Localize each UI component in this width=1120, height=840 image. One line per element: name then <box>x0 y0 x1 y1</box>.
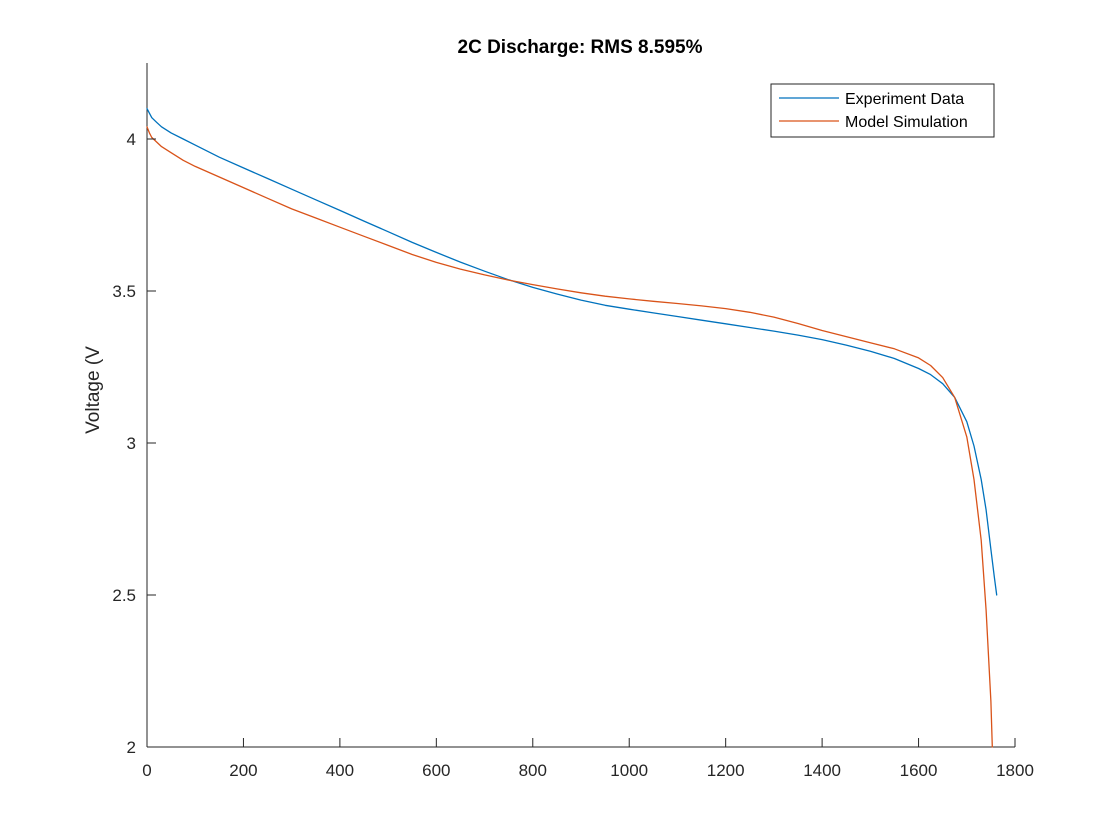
legend-box <box>770 83 995 138</box>
ticks-layer: 0 200 400 600 800 1000 1200 1400 1600 1800 2 2.5 3 3.… <box>112 130 1034 780</box>
x-tick-label: 1800 <box>996 761 1034 780</box>
legend-label-2: Model Simulation <box>845 114 968 131</box>
x-tick-label: 0 <box>142 761 151 780</box>
x-tick-label: 600 <box>422 761 450 780</box>
y-tick-label: 2.5 <box>112 586 136 605</box>
chart-title: 2C Discharge: RMS 8.595% <box>458 37 703 58</box>
y-tick-label: 3 <box>127 434 136 453</box>
x-tick-label: 1400 <box>803 761 841 780</box>
x-tick-label: 200 <box>229 761 257 780</box>
series-line-2 <box>146 126 993 748</box>
legend: Experiment Data Model Simulation <box>770 83 995 138</box>
y-tick-label: 3.5 <box>112 282 136 301</box>
x-tick-label: 800 <box>519 761 547 780</box>
series-line-1 <box>146 107 998 596</box>
y-tick-label: 4 <box>127 130 136 149</box>
y-tick-label: 2 <box>127 738 136 757</box>
x-tick-label: 400 <box>326 761 354 780</box>
x-tick-label: 1600 <box>900 761 938 780</box>
x-tick-label: 1000 <box>610 761 648 780</box>
y-axis-title: Voltage (V <box>83 346 104 434</box>
x-tick-label: 1200 <box>707 761 745 780</box>
legend-label-1: Experiment Data <box>845 91 964 108</box>
axes-frame <box>146 63 1015 748</box>
series-layer <box>146 107 998 748</box>
